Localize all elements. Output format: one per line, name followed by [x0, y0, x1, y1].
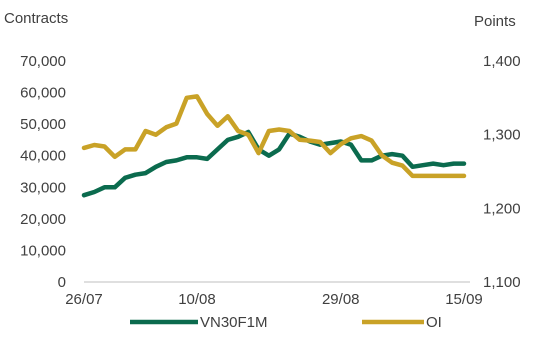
series-line-1 [81, 129, 467, 198]
right-axis-title: Points [474, 13, 516, 30]
left-tick-label: 40,000 [20, 148, 66, 165]
x-tick-label: 29/08 [322, 291, 360, 308]
right-tick-label: 1,300 [483, 127, 521, 144]
series-line-2 [81, 94, 467, 179]
left-tick-label: 60,000 [20, 85, 66, 102]
left-tick-label: 50,000 [20, 116, 66, 133]
left-tick-label: 0 [58, 274, 66, 291]
left-tick-label: 20,000 [20, 211, 66, 228]
series-lines [81, 94, 467, 198]
left-tick-label: 10,000 [20, 242, 66, 259]
left-tick-label: 30,000 [20, 179, 66, 196]
right-tick-label: 1,200 [483, 200, 521, 217]
right-tick-label: 1,400 [483, 53, 521, 70]
legend-label: VN30F1M [200, 314, 268, 331]
legend: VN30F1M OI [130, 314, 442, 331]
legend-label: OI [426, 314, 442, 331]
left-axis-ticks: 0 10,000 20,000 30,000 40,000 50,000 60,000 70,… [20, 53, 66, 291]
x-tick-label: 26/07 [65, 291, 103, 308]
x-axis-ticks: 26/07 10/08 29/08 15/09 [65, 291, 483, 308]
x-tick-label: 15/09 [445, 291, 483, 308]
right-axis-ticks: 1,100 1,200 1,300 1,400 [483, 53, 521, 291]
left-axis-title: Contracts [4, 10, 68, 27]
x-tick-label: 10/08 [178, 291, 216, 308]
left-tick-label: 70,000 [20, 53, 66, 70]
right-tick-label: 1,100 [483, 274, 521, 291]
